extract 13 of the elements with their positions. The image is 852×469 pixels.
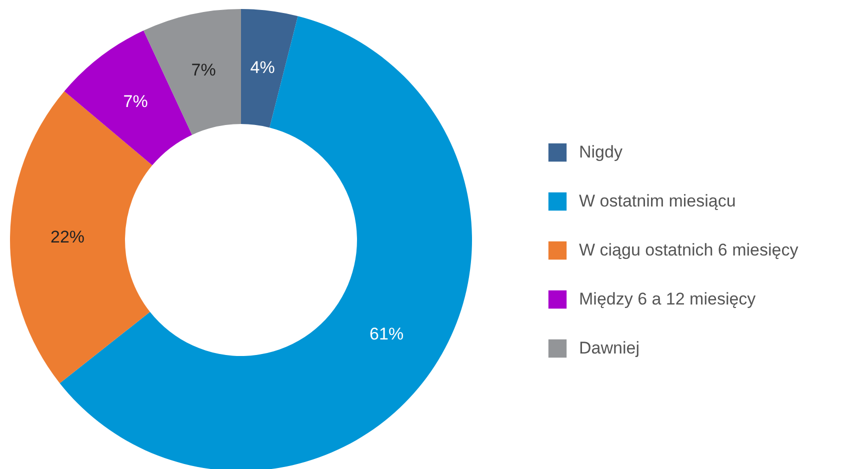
legend-label: W ciągu ostatnich 6 miesięcy <box>579 240 799 260</box>
donut-slice <box>64 30 192 166</box>
data-label: 61% <box>370 324 404 344</box>
data-label: 7% <box>123 92 148 112</box>
data-label: 4% <box>250 58 275 77</box>
data-label: 22% <box>50 227 85 246</box>
legend-label: Między 6 a 12 miesięcy <box>579 290 756 308</box>
donut-slice <box>241 9 298 128</box>
donut-slice <box>10 91 152 384</box>
data-label: 7% <box>191 60 216 80</box>
legend-label: Nigdy <box>579 142 623 162</box>
legend-label: W ostatnim miesiącu <box>579 192 736 210</box>
legend-label: Dawniej <box>579 338 640 358</box>
